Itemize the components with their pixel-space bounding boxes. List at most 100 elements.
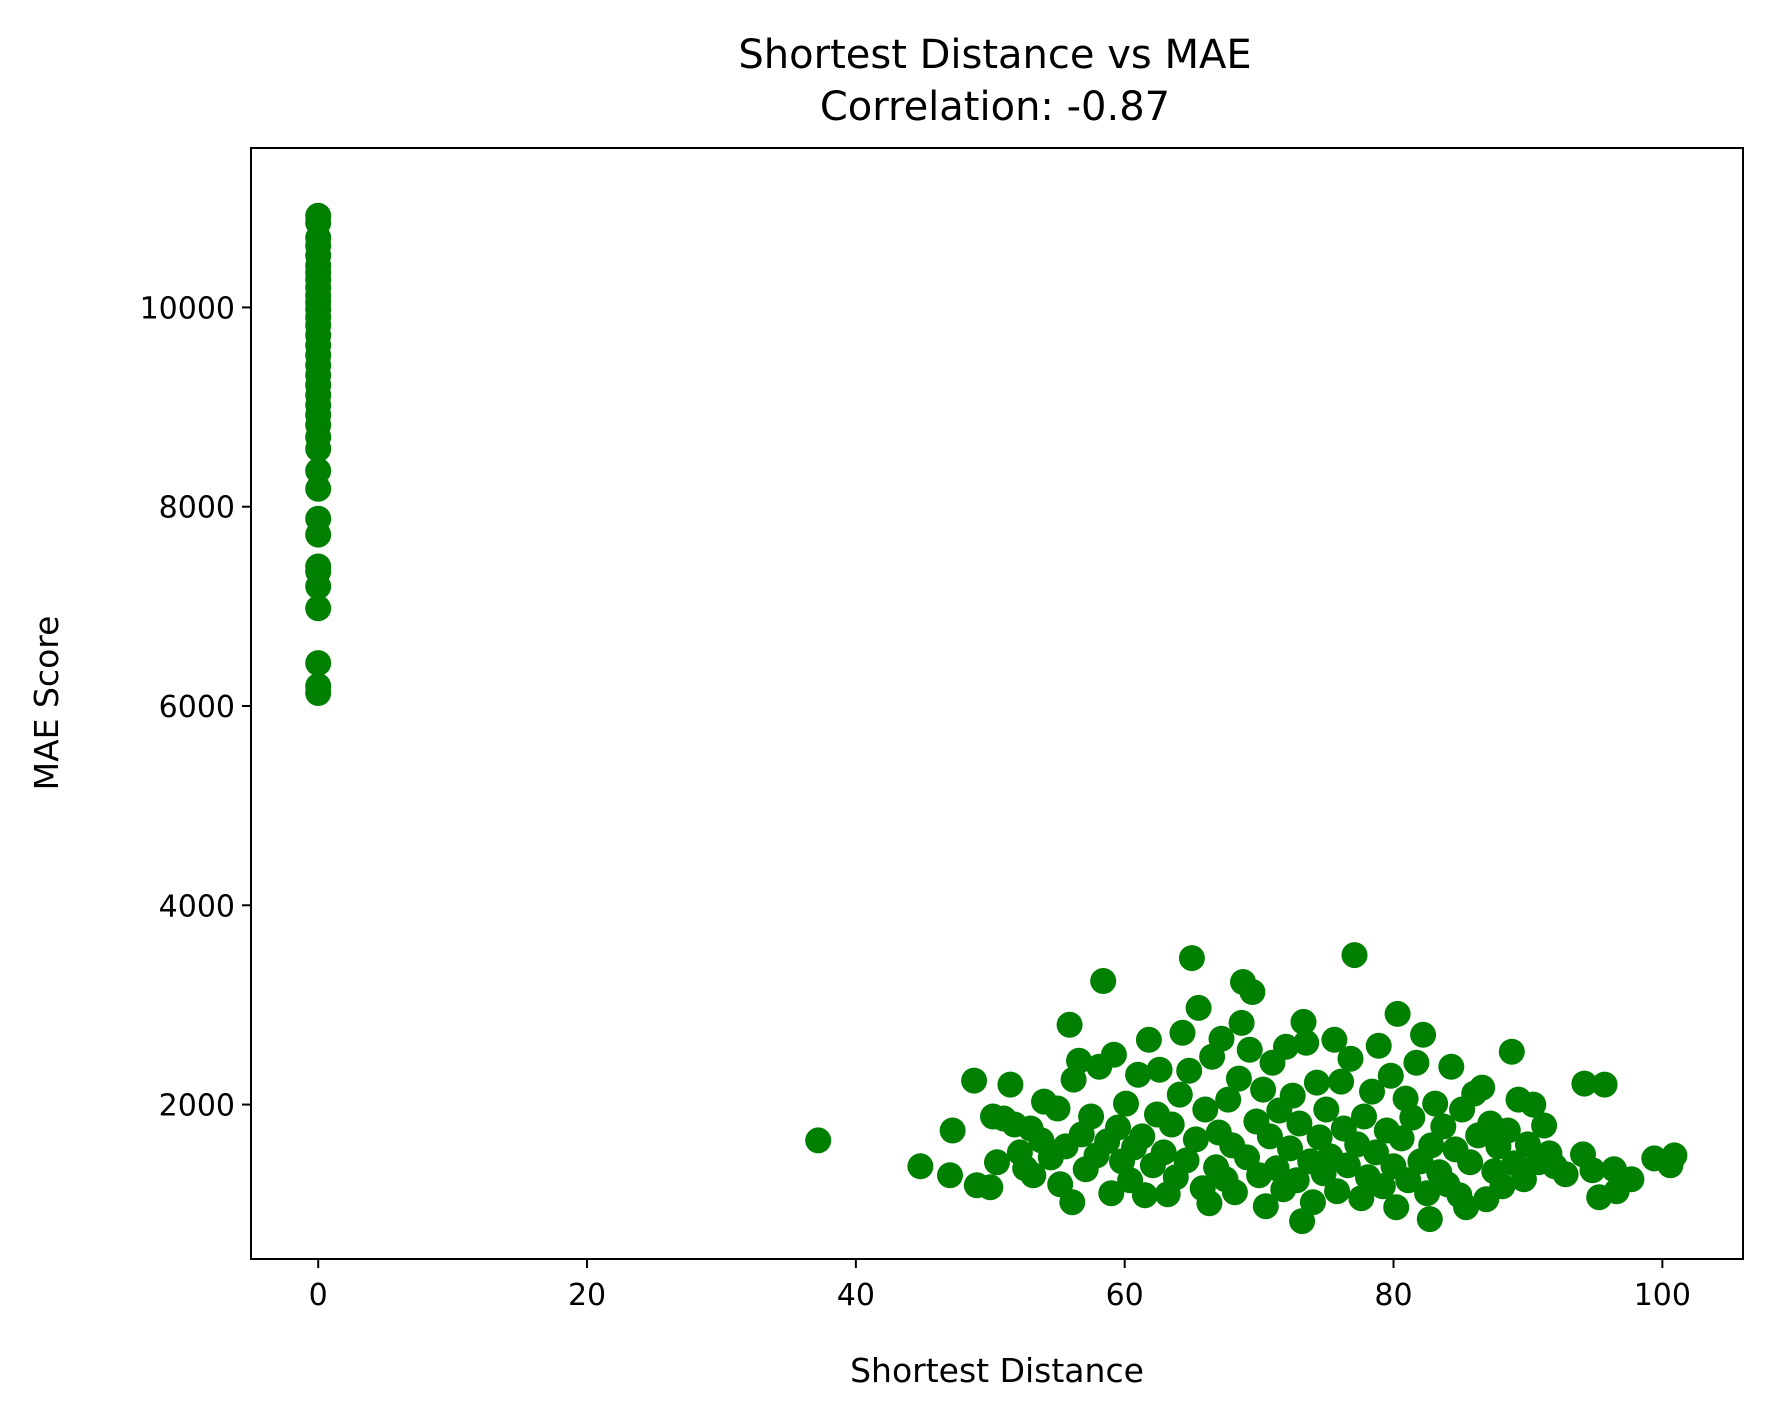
- y-axis-ticks: 2000 4000 6000 8000 10000: [140, 291, 251, 1124]
- y-tick-label: 2000: [159, 1089, 235, 1124]
- data-point: [1571, 1070, 1598, 1097]
- data-point: [1299, 1189, 1326, 1216]
- data-point: [1489, 1173, 1516, 1200]
- data-point: [1438, 1053, 1465, 1080]
- y-tick-label: 6000: [159, 690, 235, 725]
- data-point: [939, 1117, 966, 1144]
- data-point: [1225, 1065, 1252, 1092]
- data-point: [1337, 1045, 1364, 1072]
- data-point: [1383, 1194, 1410, 1221]
- data-point: [1169, 1019, 1196, 1046]
- data-point: [305, 475, 332, 502]
- x-axis-label: Shortest Distance: [850, 1351, 1144, 1390]
- data-point: [1166, 1081, 1193, 1108]
- data-point: [1131, 1182, 1158, 1209]
- data-point: [1289, 1208, 1316, 1235]
- data-point: [1531, 1112, 1558, 1139]
- data-point: [305, 650, 332, 677]
- data-point: [1351, 1103, 1377, 1130]
- plot-frame: [250, 147, 1744, 1260]
- data-point: [1129, 1123, 1156, 1150]
- data-point: [1348, 1185, 1375, 1212]
- data-point: [1324, 1178, 1351, 1205]
- data-point: [1277, 1135, 1303, 1162]
- data-point: [1591, 1071, 1618, 1098]
- data-point: [1020, 1162, 1047, 1189]
- data-point: [1273, 1033, 1299, 1060]
- data-point: [1192, 1096, 1219, 1123]
- data-point: [1365, 1032, 1392, 1059]
- y-tick-label: 10000: [140, 291, 235, 326]
- data-point: [1252, 1193, 1279, 1220]
- data-point: [1283, 1167, 1310, 1194]
- data-point: [1146, 1056, 1173, 1083]
- data-point: [1510, 1166, 1537, 1193]
- data-point: [1250, 1076, 1277, 1103]
- data-point: [1125, 1061, 1152, 1088]
- data-point: [1228, 1009, 1255, 1036]
- data-point: [1552, 1161, 1579, 1188]
- data-point: [1158, 1111, 1185, 1138]
- data-point: [961, 1067, 988, 1094]
- x-axis-ticks: 0 20 40 60 80 100: [309, 1259, 1691, 1313]
- data-point: [1098, 1180, 1125, 1207]
- data-point: [1215, 1086, 1242, 1113]
- data-point: [1520, 1091, 1547, 1118]
- data-point: [1403, 1049, 1430, 1076]
- data-point: [1430, 1113, 1457, 1140]
- data-point: [997, 1071, 1024, 1098]
- data-point: [1418, 1132, 1445, 1159]
- data-point: [1579, 1157, 1606, 1184]
- data-point: [984, 1149, 1010, 1176]
- data-point: [1306, 1124, 1333, 1151]
- data-point: [1185, 994, 1212, 1021]
- data-point: [1328, 1068, 1355, 1095]
- data-point: [1469, 1074, 1496, 1101]
- data-point: [1395, 1167, 1422, 1194]
- data-point: [1182, 1126, 1209, 1153]
- data-point: [1303, 1069, 1330, 1096]
- data-point: [1388, 1125, 1415, 1152]
- data-point: [937, 1162, 963, 1189]
- data-point: [1661, 1142, 1688, 1169]
- data-point: [1410, 1021, 1437, 1048]
- data-point: [1363, 1139, 1389, 1166]
- data-point: [977, 1174, 1004, 1201]
- data-point: [1176, 1057, 1203, 1084]
- x-tick-label: 100: [1634, 1278, 1691, 1313]
- data-point: [1263, 1155, 1290, 1182]
- data-point: [1384, 1000, 1411, 1027]
- data-point: [1618, 1166, 1645, 1193]
- data-point: [1150, 1139, 1177, 1166]
- data-point: [1457, 1149, 1484, 1176]
- data-point: [1090, 968, 1117, 994]
- data-point: [1369, 1173, 1396, 1200]
- y-tick-label: 8000: [159, 491, 235, 526]
- data-point: [1239, 979, 1266, 1005]
- data-point: [1279, 1082, 1306, 1109]
- data-point: [305, 680, 332, 706]
- data-point: [305, 435, 332, 462]
- data-point: [1256, 1123, 1283, 1150]
- data-point: [1341, 942, 1368, 969]
- x-tick-label: 20: [568, 1278, 606, 1313]
- data-point: [1286, 1110, 1313, 1137]
- data-point: [805, 1127, 832, 1154]
- data-point: [1453, 1194, 1480, 1221]
- data-point: [305, 457, 332, 484]
- data-point: [1135, 1026, 1162, 1053]
- data-point: [1313, 1096, 1340, 1123]
- x-tick-label: 80: [1374, 1278, 1412, 1313]
- data-point: [1208, 1025, 1235, 1052]
- data-point: [1105, 1114, 1131, 1141]
- data-point: [305, 573, 332, 600]
- data-point: [1059, 1189, 1086, 1216]
- data-point: [1221, 1179, 1248, 1206]
- data-point: [1290, 1008, 1317, 1035]
- data-point: [1113, 1090, 1139, 1117]
- data-point: [1359, 1078, 1385, 1105]
- data-point: [1044, 1095, 1071, 1122]
- data-point: [1100, 1041, 1127, 1068]
